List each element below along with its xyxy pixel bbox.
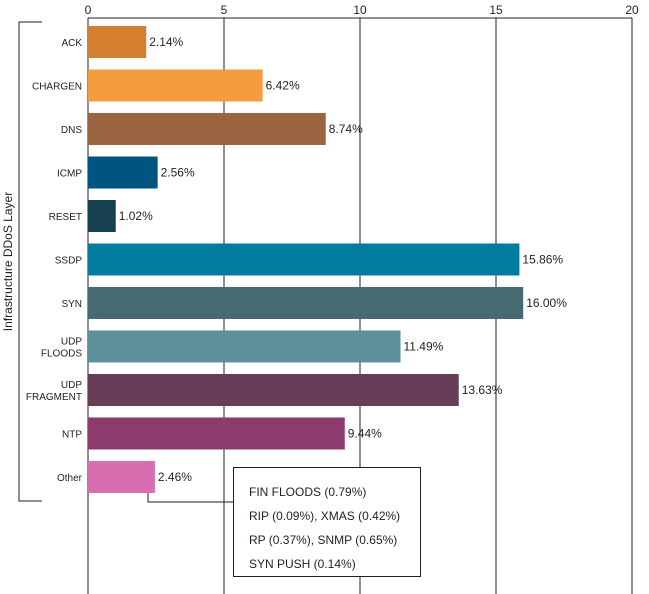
bar <box>88 243 520 276</box>
callout-line: SYN PUSH (0.14%) <box>249 557 356 571</box>
callout-line: RP (0.37%), SNMP (0.65%) <box>249 533 398 547</box>
y-axis-bracket <box>18 21 42 502</box>
category-label: NTP <box>62 430 82 441</box>
bar <box>88 287 524 319</box>
bar-value-label: 8.74% <box>329 122 363 136</box>
callout-connector <box>147 493 233 503</box>
category-label: UDP <box>61 380 82 391</box>
x-tick-label: 10 <box>353 3 367 17</box>
bar <box>88 374 459 406</box>
bar-value-label: 2.46% <box>158 470 192 484</box>
other-breakdown-callout: FIN FLOODS (0.79%) RIP (0.09%), XMAS (0.… <box>233 467 421 577</box>
bar-value-label: 16.00% <box>526 296 567 310</box>
x-tick-label: 0 <box>85 3 92 17</box>
bar-value-label: 6.42% <box>266 79 300 93</box>
category-label: RESET <box>49 212 82 223</box>
bar <box>88 26 147 58</box>
bar-value-label: 13.63% <box>462 383 503 397</box>
category-label: DNS <box>61 125 82 136</box>
category-label: SSDP <box>55 256 83 267</box>
y-axis-label: Infrastructure DDoS Layer <box>1 192 15 331</box>
category-label: ICMP <box>57 169 82 180</box>
x-tick-label: 20 <box>625 3 639 17</box>
category-label: SYN <box>61 299 82 310</box>
bar-value-label: 9.44% <box>348 427 382 441</box>
bar-value-label: 11.49% <box>404 340 444 354</box>
bar-value-label: 15.86% <box>522 253 563 267</box>
bar <box>88 69 263 102</box>
bar <box>88 156 158 189</box>
category-label: FRAGMENT <box>26 392 82 403</box>
category-label: ACK <box>61 38 82 49</box>
callout-line: FIN FLOODS (0.79%) <box>249 485 367 499</box>
bar <box>88 113 326 145</box>
bar <box>88 461 155 493</box>
bar-value-label: 2.14% <box>149 35 183 49</box>
category-label: FLOODS <box>41 349 82 360</box>
bar-value-label: 1.02% <box>119 209 153 223</box>
x-tick-label: 5 <box>221 3 228 17</box>
x-tick-label: 15 <box>489 3 503 17</box>
bar <box>88 330 401 363</box>
category-label: UDP <box>61 337 82 348</box>
category-label: Other <box>57 473 83 484</box>
category-label: CHARGEN <box>32 82 82 93</box>
bar-value-label: 2.56% <box>161 166 195 180</box>
callout-line: RIP (0.09%), XMAS (0.42%) <box>249 509 401 523</box>
bar <box>88 417 345 450</box>
bar <box>88 200 116 232</box>
